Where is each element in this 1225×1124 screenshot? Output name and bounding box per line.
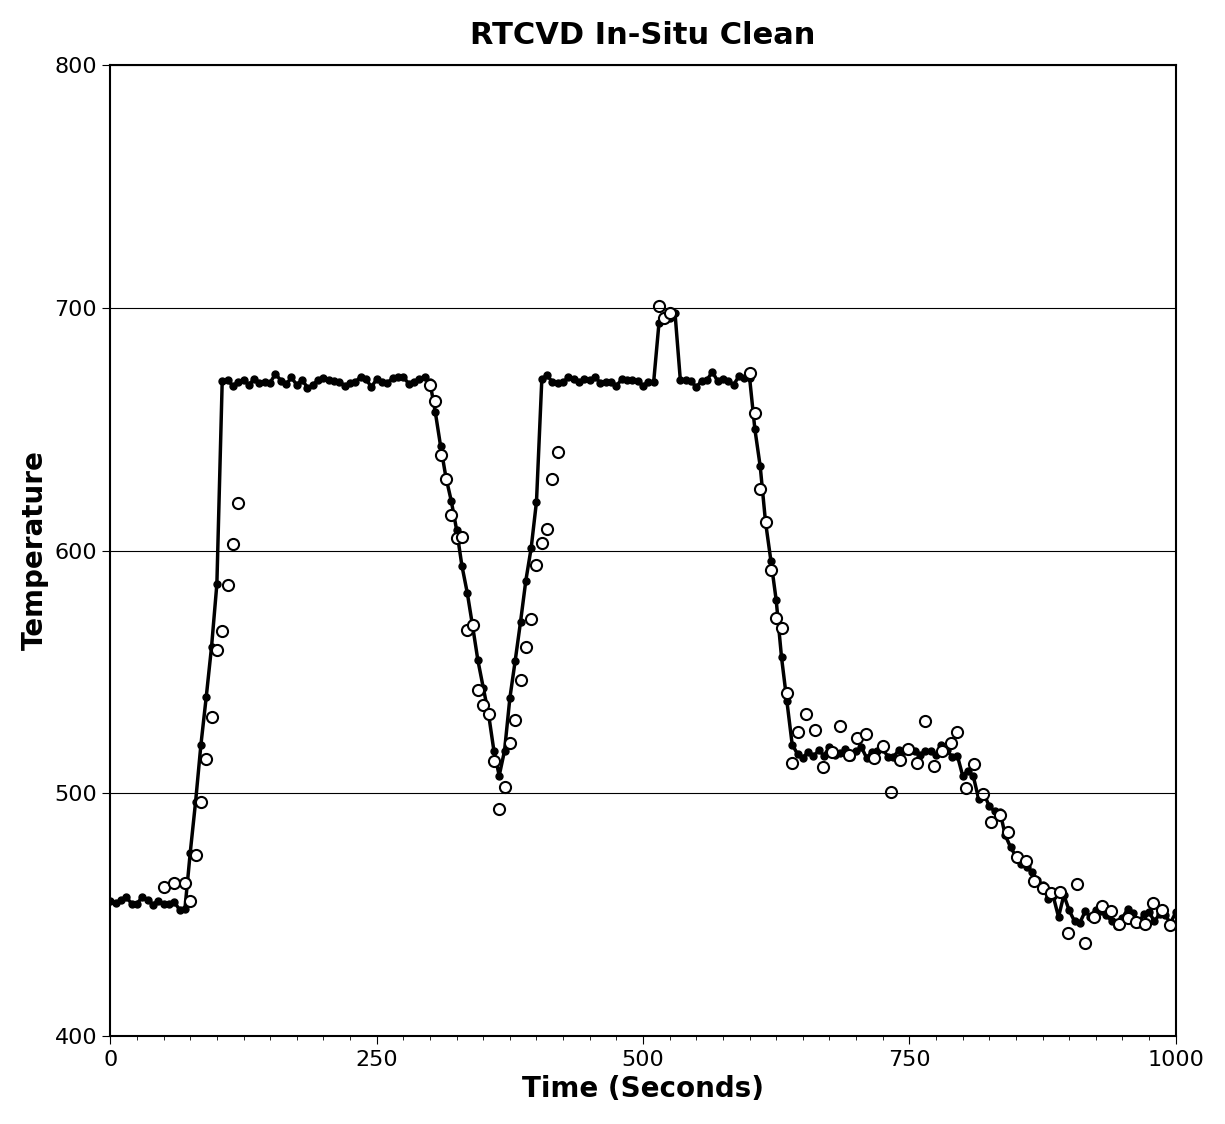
Y-axis label: Temperature: Temperature <box>21 451 49 651</box>
X-axis label: Time (Seconds): Time (Seconds) <box>522 1076 764 1103</box>
Title: RTCVD In-Situ Clean: RTCVD In-Situ Clean <box>470 21 816 49</box>
